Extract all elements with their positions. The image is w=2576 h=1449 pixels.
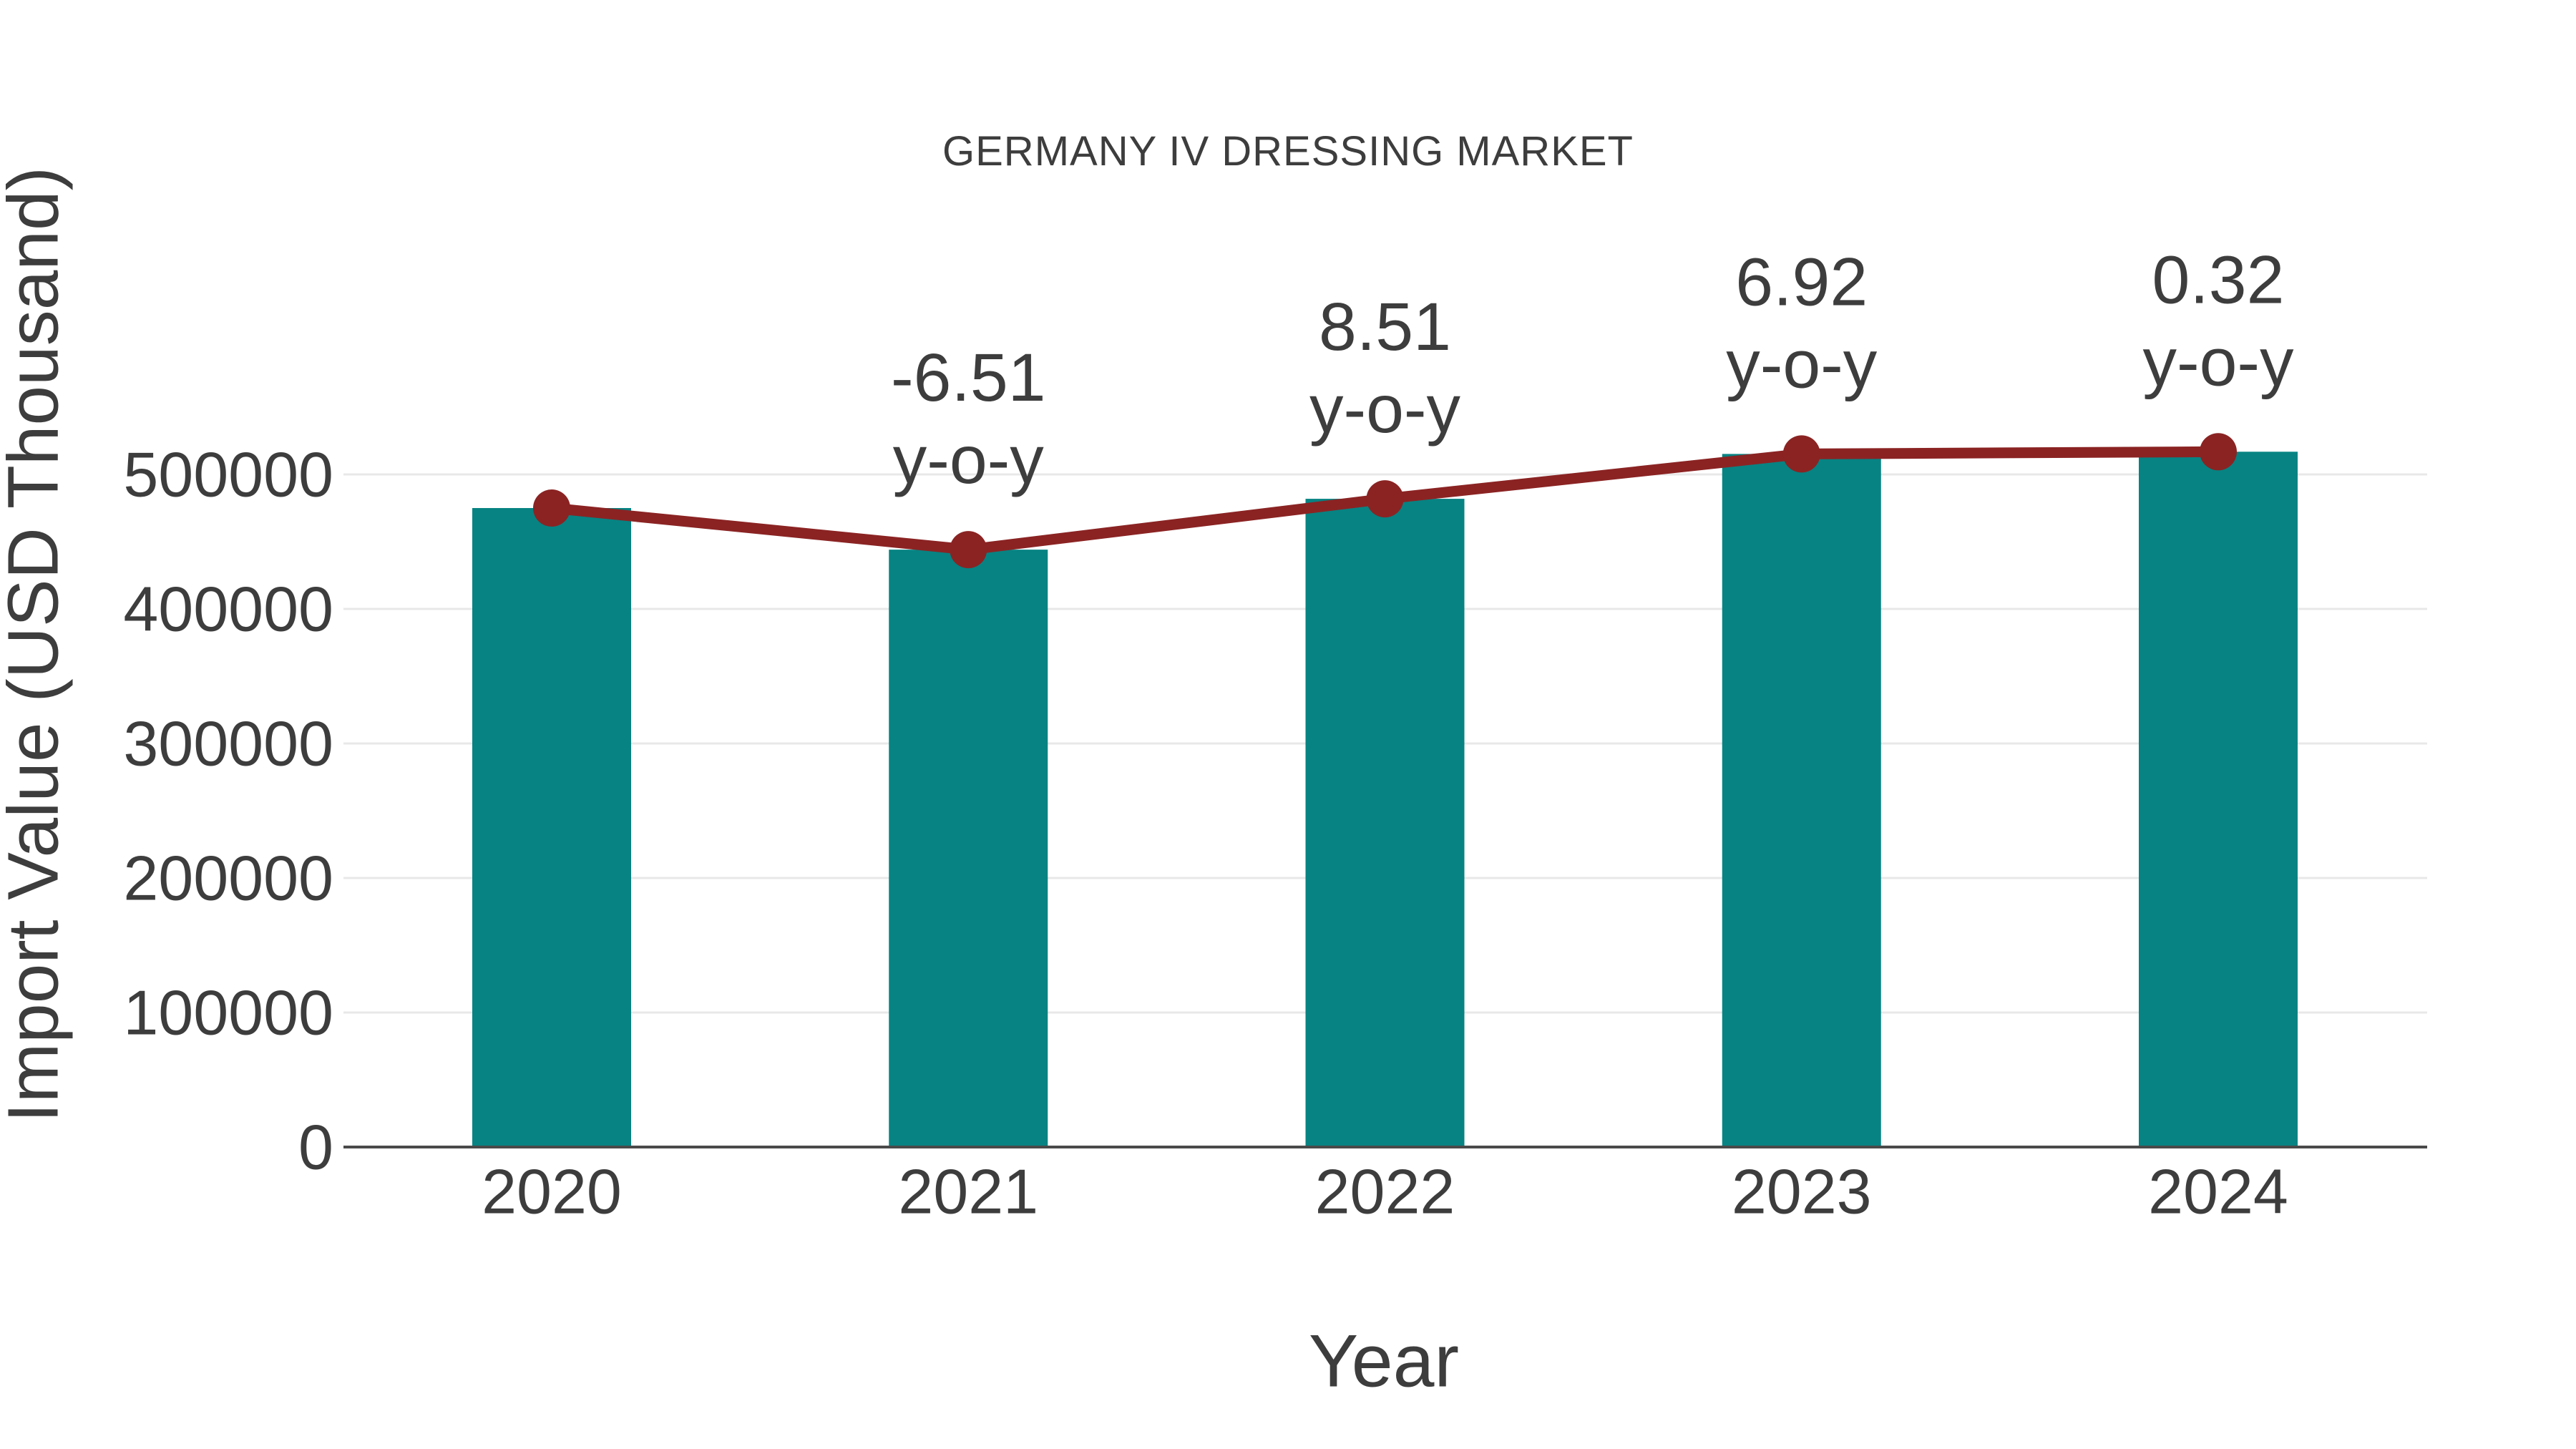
x-tick-label-2020: 2020 [482,1156,622,1227]
trend-marker-2020 [533,489,570,527]
trend-marker-2022 [1366,480,1404,518]
annotation-suffix-2023: y-o-y [1726,326,1878,402]
y-tick-label-400000: 400000 [123,574,333,645]
trend-marker-2021 [950,531,987,569]
x-tick-label-2023: 2023 [1732,1156,1872,1227]
x-tick-label-2022: 2022 [1315,1156,1455,1227]
annotation-suffix-2022: y-o-y [1309,371,1461,447]
y-tick-label-100000: 100000 [123,977,333,1048]
bar-2021 [889,550,1048,1147]
annotation-value-2021: -6.51 [891,340,1046,416]
bar-2022 [1305,499,1465,1147]
x-tick-label-2024: 2024 [2148,1156,2288,1227]
bar-2024 [2139,452,2298,1147]
y-tick-label-300000: 300000 [123,708,333,779]
bar-2023 [1722,454,1881,1147]
bar-2020 [472,508,631,1147]
annotation-value-2022: 8.51 [1319,289,1451,365]
annotation-value-2023: 6.92 [1735,244,1868,320]
trend-marker-2024 [2200,433,2237,471]
x-axis-title: Year [1308,1319,1460,1403]
annotation-suffix-2021: y-o-y [893,422,1045,498]
y-tick-label-500000: 500000 [123,439,333,510]
annotation-suffix-2024: y-o-y [2142,324,2294,400]
annotation-value-2024: 0.32 [2152,242,2285,318]
y-tick-label-0: 0 [298,1112,333,1183]
trend-marker-2023 [1782,435,1820,473]
chart-title: GERMANY IV DRESSING MARKET [942,128,1634,175]
x-tick-label-2021: 2021 [898,1156,1038,1227]
y-tick-label-200000: 200000 [123,843,333,914]
